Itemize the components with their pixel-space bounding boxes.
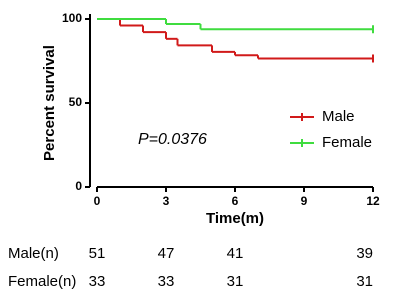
y-tick-label: 0 [75,179,82,193]
x-axis-label: Time(m) [206,210,264,227]
x-tick-label: 6 [232,194,239,208]
p-value: P=0.0376 [138,131,207,148]
x-tick-label: 9 [301,194,308,208]
y-tick-label: 100 [62,11,82,25]
at-risk-count: 31 [356,273,373,290]
at-risk-label: Female(n) [8,273,76,290]
x-tick-label: 12 [366,194,380,208]
at-risk-count: 41 [227,245,244,262]
at-risk-count: 33 [89,273,106,290]
y-axis-label: Percent survival [41,45,58,161]
x-tick-label: 0 [94,194,101,208]
y-tick-label: 50 [69,95,83,109]
at-risk-count: 31 [227,273,244,290]
at-risk-count: 39 [356,245,373,262]
at-risk-count: 51 [89,245,106,262]
at-risk-count: 47 [158,245,175,262]
x-tick-label: 3 [163,194,170,208]
at-risk-count: 33 [158,273,175,290]
legend-label: Male [322,108,355,125]
at-risk-label: Male(n) [8,245,59,262]
legend-label: Female [322,134,372,151]
